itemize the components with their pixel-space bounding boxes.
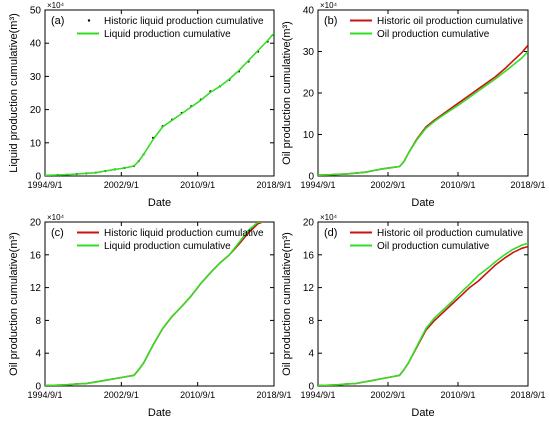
chart-panel-3: 0 4 8 12 16 20 1994/9/1 2002/9/1 2010/9/1 2018/9/… xyxy=(8,213,292,419)
y-tick-label: 20 xyxy=(303,89,315,100)
y-multiplier-label: ×10⁴ xyxy=(47,1,65,10)
panel-label: (b) xyxy=(324,15,337,27)
y-tick-label: 20 xyxy=(30,218,42,229)
panel-label: (c) xyxy=(51,227,64,239)
plot-frame xyxy=(44,221,275,387)
plot-frame xyxy=(317,221,529,387)
y-multiplier-label: ×10⁴ xyxy=(47,213,65,222)
series-group xyxy=(318,242,528,386)
y-tick-label: 0 xyxy=(308,172,314,183)
legend-entry: Historic liquid production cumulative xyxy=(104,228,264,239)
legend-entry: Historic oil production cumulative xyxy=(377,16,524,27)
y-tick-label: 10 xyxy=(30,138,42,149)
y-tick-label: 30 xyxy=(303,47,315,58)
chart-panel-4: 0 4 8 12 16 20 1994/9/1 2002/9/1 2010/9/1 2018/9/… xyxy=(281,213,546,419)
x-tick-label: 1994/9/1 xyxy=(300,180,335,190)
y-tick-label: 16 xyxy=(303,250,315,261)
y-tick-label: 4 xyxy=(35,349,41,360)
x-tick-label: 2018/9/1 xyxy=(256,180,291,190)
y-tick-label: 12 xyxy=(30,283,42,294)
y-tick-label: 40 xyxy=(303,6,315,17)
y-multiplier-label: ×10⁴ xyxy=(320,1,338,10)
x-tick-label: 2018/9/1 xyxy=(510,180,545,190)
y-axis-label: Liquid production cumulative(m³) xyxy=(8,13,20,173)
y-tick-label: 50 xyxy=(30,6,42,17)
x-axis-label: Date xyxy=(148,407,171,419)
x-axis-label: Date xyxy=(148,197,171,209)
y-tick-label: 0 xyxy=(308,382,314,393)
series-line-2 xyxy=(45,222,263,386)
series-line-2 xyxy=(318,242,528,386)
y-tick-label: 16 xyxy=(30,250,42,261)
legend-entry: Historic oil production cumulative xyxy=(377,228,524,239)
x-tick-label: 2010/9/1 xyxy=(440,390,475,400)
x-tick-label: 2002/9/1 xyxy=(104,180,139,190)
chart-panel-2: 0 10 20 30 40 1994/9/1 2002/9/1 2010/9/1 2018/9/… xyxy=(281,1,546,209)
x-tick-label: 2010/9/1 xyxy=(180,390,215,400)
series-group xyxy=(45,32,274,176)
y-tick-label: 30 xyxy=(30,72,42,83)
series-group xyxy=(318,44,528,176)
x-tick-label: 2002/9/1 xyxy=(370,180,405,190)
y-tick-label: 0 xyxy=(35,382,41,393)
y-tick-label: 20 xyxy=(30,105,42,116)
legend-entry: Oil production cumulative xyxy=(377,29,490,40)
y-tick-label: 10 xyxy=(303,130,315,141)
y-axis-label: Oil production cumulative(m³) xyxy=(8,232,20,376)
y-multiplier-label: ×10⁴ xyxy=(320,213,338,222)
y-tick-label: 4 xyxy=(308,349,314,360)
y-axis-label: Oil production cumulative(m³) xyxy=(281,21,293,165)
y-tick-label: 20 xyxy=(303,218,315,229)
x-tick-label: 1994/9/1 xyxy=(27,180,62,190)
panel-label: (a) xyxy=(51,15,64,27)
series-line-1 xyxy=(318,44,528,176)
y-tick-label: 12 xyxy=(303,283,315,294)
x-tick-label: 1994/9/1 xyxy=(300,390,335,400)
x-tick-label: 2018/9/1 xyxy=(510,390,545,400)
legend-entry: Liquid production cumulative xyxy=(104,29,231,40)
legend-entry: Liquid production cumulative xyxy=(104,241,231,252)
x-tick-label: 2002/9/1 xyxy=(104,390,139,400)
x-axis-label: Date xyxy=(411,197,434,209)
series-group xyxy=(45,222,264,386)
y-axis-label: Oil production cumulative(m³) xyxy=(281,232,293,376)
legend-marker xyxy=(87,19,91,22)
x-tick-label: 2010/9/1 xyxy=(440,180,475,190)
series-line-1 xyxy=(318,245,528,386)
x-tick-label: 2002/9/1 xyxy=(370,390,405,400)
y-tick-label: 40 xyxy=(30,39,42,50)
x-tick-label: 1994/9/1 xyxy=(27,390,62,400)
chart-panel-1: 0 10 20 30 40 50 1994/9/1 2002/9/1 2010/9/1 2018/… xyxy=(8,1,292,209)
y-tick-label: 0 xyxy=(35,172,41,183)
x-tick-label: 2010/9/1 xyxy=(180,180,215,190)
series-line-2 xyxy=(45,32,274,176)
legend-entry: Oil production cumulative xyxy=(377,241,490,252)
legend-entry: Historic liquid production cumulative xyxy=(104,16,264,27)
series-line-2 xyxy=(318,50,528,176)
y-tick-label: 8 xyxy=(35,316,41,327)
plot-frame xyxy=(44,9,275,177)
x-tick-label: 2018/9/1 xyxy=(256,390,291,400)
panel-label: (d) xyxy=(324,227,337,239)
x-axis-label: Date xyxy=(411,407,434,419)
y-tick-label: 8 xyxy=(308,316,314,327)
